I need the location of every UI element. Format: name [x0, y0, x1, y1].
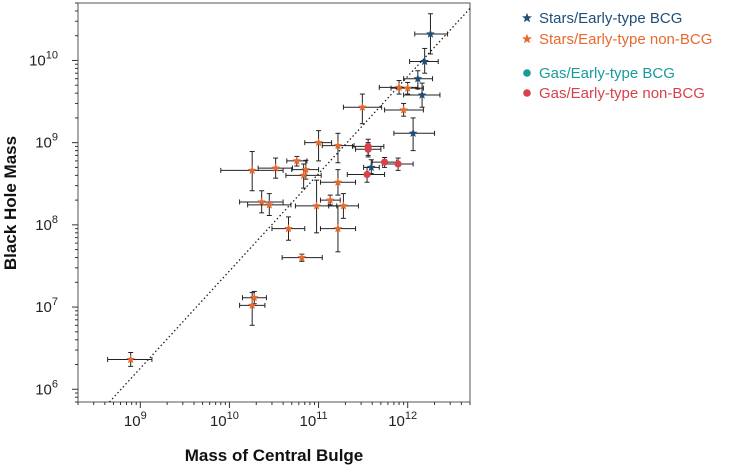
circle-marker — [394, 160, 402, 168]
star-marker — [357, 102, 367, 111]
star-marker — [284, 224, 293, 233]
star-marker — [247, 165, 257, 175]
star-marker — [420, 56, 430, 66]
legend-label: Gas/Early-type non-BCG — [539, 85, 705, 102]
legend-label: Stars/Early-type BCG — [539, 10, 682, 27]
star-marker — [312, 201, 321, 210]
star-marker — [292, 156, 302, 165]
star-marker — [408, 128, 418, 138]
x-axis-title: Mass of Central Bulge — [185, 446, 364, 465]
legend-label: Gas/Early-type BCG — [539, 65, 675, 82]
legend-label: Stars/Early-type non-BCG — [539, 31, 712, 48]
star-marker — [333, 141, 343, 150]
reference-line-layer — [108, 7, 470, 402]
star-marker — [264, 200, 274, 209]
star-marker — [339, 201, 348, 210]
legend-star-icon — [522, 33, 532, 44]
star-marker — [325, 195, 335, 204]
y-tick-label: 108 — [35, 214, 58, 234]
star-marker — [257, 197, 267, 206]
star-marker — [399, 105, 408, 114]
x-tick-label: 1011 — [300, 410, 328, 430]
star-marker — [403, 83, 413, 92]
star-marker — [271, 163, 281, 172]
legend-circle-icon — [523, 69, 531, 77]
star-marker — [366, 162, 376, 172]
star-marker — [394, 82, 404, 92]
star-marker — [247, 300, 257, 310]
error-bar — [403, 82, 441, 108]
x-tick-label: 1012 — [388, 410, 417, 430]
legend-circle-icon — [523, 89, 531, 97]
star-marker — [413, 74, 423, 83]
star-marker — [126, 354, 136, 364]
y-tick-label: 1010 — [29, 49, 58, 69]
tick-layer: 109 1010 1011 1012 106 107 108 109 1010 — [29, 2, 471, 430]
star-marker — [333, 177, 343, 186]
circle-marker — [363, 170, 371, 179]
y-tick-label: 106 — [35, 378, 58, 398]
plot-frame — [77, 2, 471, 403]
y-tick-label: 107 — [35, 296, 58, 316]
star-marker — [301, 165, 311, 174]
y-axis-title: Black Hole Mass — [1, 136, 20, 270]
circle-marker — [364, 145, 372, 153]
star-marker — [333, 224, 343, 233]
star-marker — [299, 170, 309, 180]
reference-line — [108, 7, 470, 402]
star-marker — [426, 29, 435, 38]
star-marker — [249, 293, 259, 302]
legend-star-icon — [522, 12, 532, 23]
legend: Stars/Early-type BCG Stars/Early-type non… — [522, 10, 712, 102]
star-marker — [314, 138, 323, 147]
x-tick-label: 1010 — [210, 410, 239, 430]
error-bar — [381, 157, 414, 171]
x-tick-label: 109 — [124, 410, 147, 430]
star-marker — [417, 90, 427, 99]
star-marker — [297, 252, 307, 262]
marker-layer — [126, 29, 435, 364]
circle-marker — [380, 158, 389, 166]
y-tick-label: 109 — [35, 132, 58, 152]
